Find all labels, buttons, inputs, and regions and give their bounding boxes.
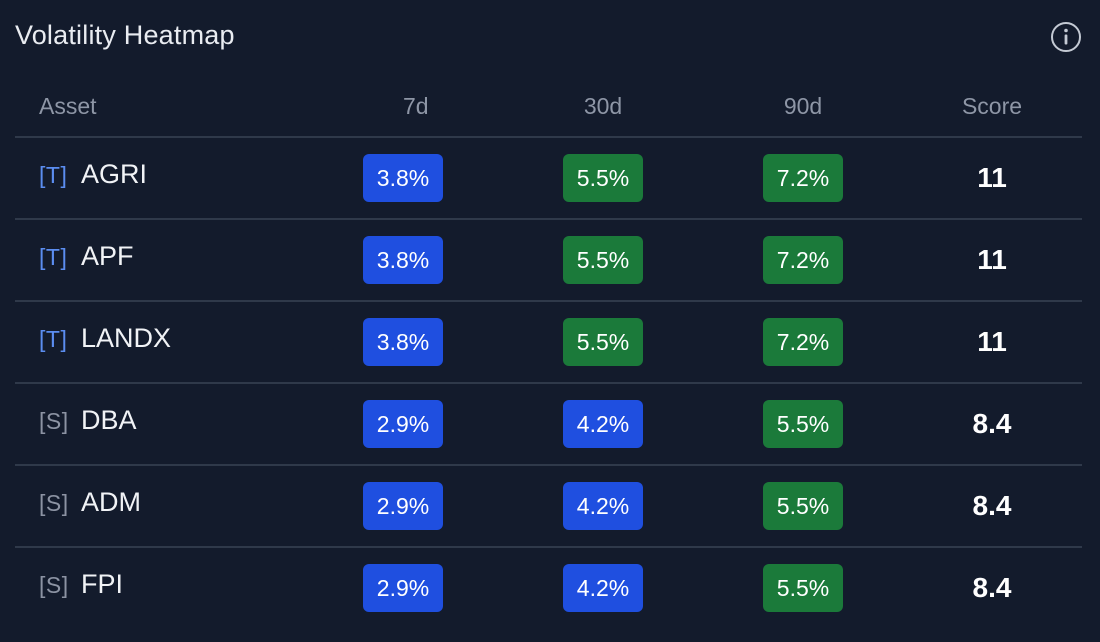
asset-symbol: APF — [81, 241, 134, 271]
volatility-90d-cell: 7.2% — [763, 154, 843, 202]
asset-type-tag: [T] — [39, 162, 68, 188]
volatility-30d-cell: 5.5% — [563, 236, 643, 284]
info-icon[interactable] — [1050, 21, 1082, 53]
volatility-7d-cell: 3.8% — [363, 154, 443, 202]
column-header-asset[interactable]: Asset — [39, 93, 97, 119]
asset-symbol: LANDX — [81, 323, 172, 353]
asset-type-tag: [T] — [39, 244, 68, 270]
asset-symbol: ADM — [81, 487, 141, 517]
volatility-7d-cell: 2.9% — [363, 482, 443, 530]
asset-symbol: AGRI — [81, 159, 148, 189]
volatility-90d-cell: 5.5% — [763, 400, 843, 448]
volatility-30d-cell: 4.2% — [563, 400, 643, 448]
score-value: 8.4 — [972, 572, 1012, 603]
table-row[interactable]: [T] LANDX 3.8% 5.5% 7.2% 11 — [15, 302, 1082, 384]
volatility-90d-cell: 5.5% — [763, 482, 843, 530]
asset-type-tag: [T] — [39, 326, 68, 352]
score-value: 11 — [977, 326, 1007, 357]
volatility-90d-cell: 5.5% — [763, 564, 843, 612]
column-header-90d[interactable]: 90d — [783, 93, 823, 119]
volatility-30d-cell: 5.5% — [563, 154, 643, 202]
table-row[interactable]: [T] AGRI 3.8% 5.5% 7.2% 11 — [15, 138, 1082, 220]
score-value: 8.4 — [972, 408, 1012, 439]
volatility-30d-cell: 5.5% — [563, 318, 643, 366]
asset-type-tag: [S] — [39, 572, 69, 598]
volatility-7d-cell: 3.8% — [363, 236, 443, 284]
panel-title: Volatility Heatmap — [15, 20, 235, 50]
table-row[interactable]: [S] ADM 2.9% 4.2% 5.5% 8.4 — [15, 466, 1082, 548]
asset-symbol: FPI — [81, 569, 124, 599]
score-value: 11 — [977, 162, 1007, 193]
table-row[interactable]: [S] DBA 2.9% 4.2% 5.5% 8.4 — [15, 384, 1082, 466]
score-value: 11 — [977, 244, 1007, 275]
score-value: 8.4 — [972, 490, 1012, 521]
table-row[interactable]: [S] FPI 2.9% 4.2% 5.5% 8.4 — [15, 548, 1082, 628]
column-header-30d[interactable]: 30d — [583, 93, 623, 119]
volatility-7d-cell: 2.9% — [363, 564, 443, 612]
asset-type-tag: [S] — [39, 490, 69, 516]
table-row[interactable]: [T] APF 3.8% 5.5% 7.2% 11 — [15, 220, 1082, 302]
volatility-90d-cell: 7.2% — [763, 318, 843, 366]
volatility-7d-cell: 3.8% — [363, 318, 443, 366]
volatility-30d-cell: 4.2% — [563, 482, 643, 530]
column-header-score[interactable]: Score — [961, 93, 1023, 119]
table-header: Asset 7d 30d 90d Score — [15, 70, 1082, 138]
volatility-7d-cell: 2.9% — [363, 400, 443, 448]
asset-type-tag: [S] — [39, 408, 69, 434]
volatility-table: Asset 7d 30d 90d Score [T] AGRI 3.8% 5.5… — [15, 70, 1082, 628]
volatility-90d-cell: 7.2% — [763, 236, 843, 284]
asset-symbol: DBA — [81, 405, 137, 435]
volatility-30d-cell: 4.2% — [563, 564, 643, 612]
